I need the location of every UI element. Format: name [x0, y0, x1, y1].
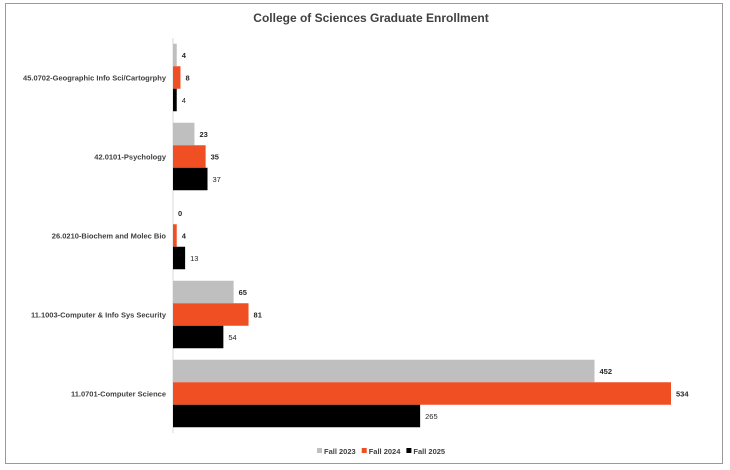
data-label: 4 [182, 232, 187, 241]
data-label: 65 [239, 288, 247, 297]
bar-fall-2024 [173, 303, 249, 326]
chart-title: College of Sciences Graduate Enrollment [253, 11, 488, 25]
bar-fall-2024 [173, 382, 671, 405]
category-labels-group: 45.0702-Geographic Info Sci/Cartogrphy 42… [23, 74, 167, 399]
data-label: 4 [182, 51, 187, 60]
data-label: 37 [213, 175, 221, 184]
category-label: 11.1003-Computer & Info Sys Security [31, 311, 167, 320]
category-label: 11.0701-Computer Science [71, 390, 166, 399]
legend: Fall 2023 Fall 2024 Fall 2025 [317, 447, 445, 456]
bar-fall-2023 [173, 359, 595, 383]
legend-swatch [317, 448, 322, 453]
legend-swatch [361, 448, 367, 453]
data-label: 23 [199, 130, 207, 139]
bar-fall-2025 [173, 88, 177, 112]
data-label: 265 [425, 412, 438, 421]
data-label: 452 [600, 367, 613, 376]
bar-fall-2023 [173, 122, 195, 146]
category-label: 26.0210-Biochem and Molec Bio [52, 232, 167, 241]
bar-fall-2025 [173, 167, 208, 191]
value-labels-group: 4 8 4 23 35 37 0 4 13 65 81 54 452 534 265 [178, 51, 689, 421]
data-label: 35 [211, 153, 219, 162]
bar-fall-2024 [173, 145, 206, 168]
legend-label: Fall 2024 [369, 447, 402, 456]
data-label: 8 [185, 74, 189, 83]
bar-fall-2025 [173, 325, 224, 349]
bar-fall-2023 [173, 43, 177, 67]
bar-fall-2024 [173, 224, 177, 247]
data-label: 13 [190, 254, 198, 263]
legend-label: Fall 2023 [324, 447, 356, 456]
bars-group [173, 43, 671, 428]
legend-swatch [406, 448, 412, 453]
data-label: 81 [254, 311, 262, 320]
data-label: 0 [178, 209, 182, 218]
data-label: 54 [228, 333, 236, 342]
bar-fall-2025 [173, 404, 421, 428]
bar-fall-2023 [173, 280, 234, 304]
bar-fall-2024 [173, 66, 181, 89]
bar-fall-2025 [173, 246, 186, 270]
category-label: 45.0702-Geographic Info Sci/Cartogrphy [23, 74, 167, 83]
legend-label: Fall 2025 [413, 447, 445, 456]
data-label: 4 [182, 96, 186, 105]
category-label: 42.0101-Psychology [94, 153, 167, 162]
data-label: 534 [676, 390, 689, 399]
